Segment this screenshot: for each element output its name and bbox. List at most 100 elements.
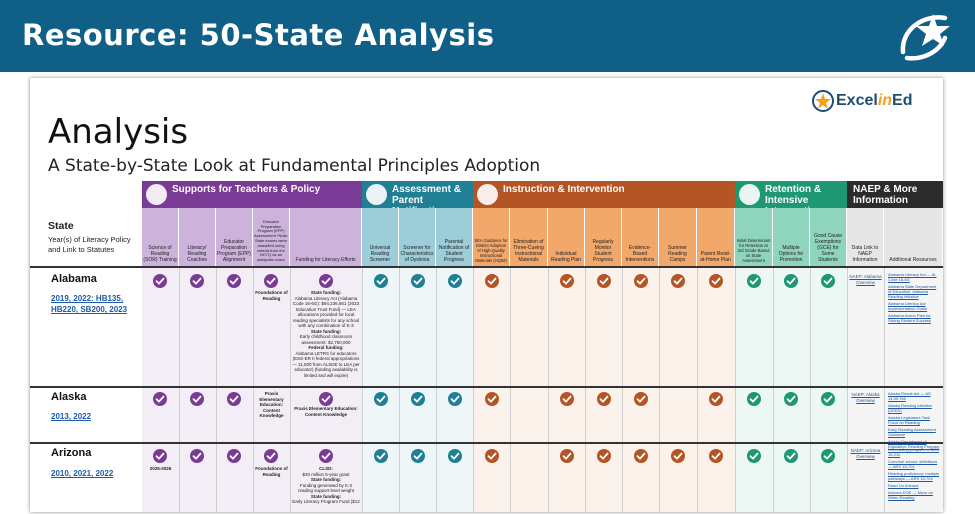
grid-line: [399, 266, 400, 512]
col-parent-notification: Parental Notification of Student Progres…: [436, 208, 473, 266]
check-icon: [411, 392, 425, 406]
check-icon: [634, 274, 648, 288]
grid-line: [510, 266, 511, 512]
state-links-alabama[interactable]: 2019, 2022: HB135, HB220, SB200, 2023: [51, 294, 128, 314]
excelined-logo: ExcelinEd: [812, 88, 932, 116]
grid-line: [847, 266, 848, 512]
funding-arizona: CLSD: $20 million 5-year grant State fundi…: [292, 466, 360, 504]
column-tint-supports: [142, 266, 362, 512]
check-icon: [709, 449, 723, 463]
col-summer-camps: Summer Reading Camps: [659, 208, 697, 266]
col-reading-plan: Individual Reading Plan: [548, 208, 585, 266]
check-icon: [227, 274, 241, 288]
grid-line: [436, 266, 437, 512]
excelined-star-icon: [812, 90, 834, 112]
row-divider: [30, 442, 943, 444]
category-supports: Supports for Teachers & Policy: [142, 181, 362, 208]
col-sor-training: Science of Reading (SOR) Training: [142, 208, 179, 266]
state-name-alabama: Alabama: [51, 273, 97, 285]
check-icon: [597, 449, 611, 463]
star-swoosh-icon: [900, 14, 950, 61]
check-icon: [264, 449, 278, 463]
col-naep-link: Data Link to NAEP Information: [847, 208, 884, 266]
check-icon: [709, 392, 723, 406]
check-icon: [485, 274, 499, 288]
check-icon: [821, 449, 835, 463]
col-reading-coaches: Literacy/ Reading Coaches: [179, 208, 216, 266]
state-column-header: State Year(s) of Literacy Policy and Lin…: [48, 220, 131, 254]
col-dyslexia-screener: Screener for Characteristics of Dyslexia: [399, 208, 436, 266]
state-name-alaska: Alaska: [51, 391, 87, 403]
retention-icon: [739, 184, 760, 205]
check-icon: [153, 392, 167, 406]
naep-link-alabama[interactable]: NAEP: Alabama Overview: [849, 274, 882, 285]
col-additional-resources: Additional Resources: [884, 208, 943, 266]
check-icon: [374, 274, 388, 288]
check-icon: [784, 274, 798, 288]
check-icon: [448, 449, 462, 463]
row-divider: [30, 386, 943, 388]
check-icon: [190, 274, 204, 288]
document-subtitle: A State-by-State Look at Fundamental Pri…: [48, 156, 541, 176]
check-icon: [747, 449, 761, 463]
category-retention: Retention & Intensive Intervention: [735, 181, 847, 217]
category-assessment: Assessment & Parent Notification: [362, 181, 473, 217]
check-icon: [560, 449, 574, 463]
resources-arizona[interactable]: K-3 reading program — ARS 15-211 Common …: [888, 447, 940, 500]
row-divider: [30, 266, 943, 268]
col-interventions: Evidence-Based Interventions: [622, 208, 659, 266]
check-icon: [821, 392, 835, 406]
naep-link-alaska[interactable]: NAEP: Alaska Overview: [851, 392, 880, 403]
grid-line: [735, 266, 736, 512]
category-naep: NAEP & More Information: [847, 181, 943, 208]
epp-assessment-alabama: Foundations of Reading: [255, 290, 288, 301]
check-icon: [374, 392, 388, 406]
people-icon: [146, 184, 167, 205]
check-icon: [374, 449, 388, 463]
resources-alabama[interactable]: Alabama Literacy Act — AL Code 16-6G Ala…: [888, 272, 937, 323]
epp-assessment-arizona: Foundations of Reading: [255, 466, 288, 477]
check-icon: [190, 392, 204, 406]
state-links-alaska[interactable]: 2013, 2022: [51, 412, 92, 421]
check-icon: [448, 392, 462, 406]
check-icon: [560, 392, 574, 406]
check-icon: [190, 449, 204, 463]
check-icon: [264, 274, 278, 288]
banner-title: Resource: 50-State Analysis: [22, 18, 495, 52]
analysis-document: ExcelinEd Analysis A State-by-State Look…: [30, 78, 943, 512]
check-icon: [448, 274, 462, 288]
grid-line: [253, 266, 254, 512]
book-icon: [477, 184, 498, 205]
check-icon: [411, 449, 425, 463]
grid-line: [659, 266, 660, 512]
naep-link-arizona[interactable]: NAEP: Arizona Overview: [850, 448, 881, 459]
document-title: Analysis: [48, 112, 189, 152]
check-icon: [821, 274, 835, 288]
column-tint-naep: [847, 266, 943, 512]
magnifier-icon: [366, 184, 387, 205]
grid-line: [697, 266, 698, 512]
coaches-note-alaska: Praxis Elementary Education: Content Kno…: [259, 391, 284, 418]
check-icon: [153, 449, 167, 463]
funding-alaska: Praxis Elementary Education: Content Kno…: [294, 406, 358, 417]
check-icon: [671, 274, 685, 288]
check-icon: [671, 449, 685, 463]
grid-line: [362, 266, 363, 512]
check-icon: [597, 392, 611, 406]
check-icon: [227, 449, 241, 463]
column-tint-assessment: [362, 266, 473, 512]
check-icon: [319, 274, 333, 288]
col-funding: Funding for Literacy Efforts: [290, 208, 362, 266]
col-retention-determinant: Initial Determinant for Retention at 3rd…: [735, 208, 773, 266]
col-hqim-guidance: SEA Guidance for District Adoption of Hi…: [473, 208, 510, 266]
grid-line: [773, 266, 774, 512]
resources-alaska[interactable]: Alaska Reads Act — AS 14.30.765 Alaska R…: [888, 391, 940, 449]
col-monitor-progress: Regularly Monitor Student Progress: [585, 208, 622, 266]
col-epp-alignment: Educator Preparation Program (EPP) Align…: [216, 208, 253, 266]
check-icon: [411, 274, 425, 288]
check-icon: [485, 392, 499, 406]
state-name-arizona: Arizona: [51, 447, 92, 459]
state-links-arizona[interactable]: 2010, 2021, 2022: [51, 469, 114, 478]
grid-line: [473, 266, 474, 512]
check-icon: [597, 274, 611, 288]
